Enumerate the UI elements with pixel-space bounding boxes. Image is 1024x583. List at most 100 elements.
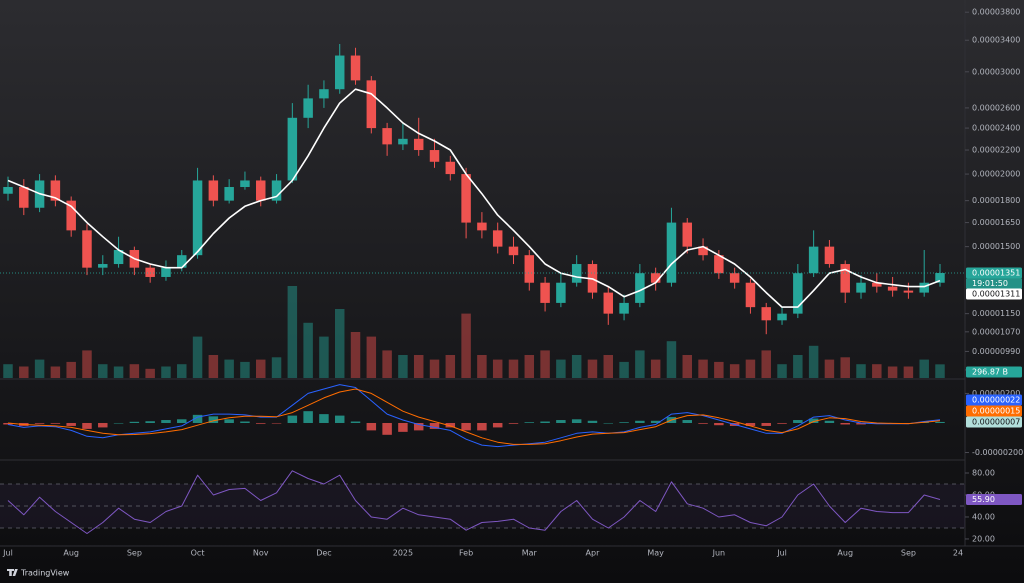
y-tick-label: 0.00002600 [972,103,1020,112]
volume-bar [461,313,471,378]
macd-histogram-bar [682,420,692,423]
volume-bar [729,364,740,378]
volume-bar [429,359,440,378]
candle-body [366,80,377,129]
macd-histogram-bar [177,419,187,423]
macd-histogram-bar [603,422,614,424]
macd-histogram-bar [429,422,440,429]
volume-bar [66,361,76,378]
candle-body [113,250,124,265]
macd-histogram-bar [856,422,866,425]
volume-bar [540,350,550,378]
macd-histogram-bar [271,422,282,424]
x-tick-label: Aug [63,549,79,558]
macd-histogram-bar [571,419,582,423]
x-tick-label: Jun [712,549,726,558]
volume-bar [477,355,487,378]
x-tick-label: Sep [901,549,916,558]
macd-histogram-bar [793,420,803,423]
volume-bar [208,355,219,378]
ma-last-label: 0.00001311 [972,290,1020,299]
volume-bar [240,361,250,378]
volume-bar [524,355,535,378]
macd-signal-last-label: 0.00000015 [972,407,1020,416]
candle-body [161,267,171,277]
volume-bar [508,359,519,378]
macd-histogram-bar [619,422,629,423]
candle-body [82,230,92,268]
macd-histogram-bar [82,422,92,429]
volume-bar [761,350,771,378]
volume-bar [129,364,140,378]
y-tick-label: 0.00003000 [972,67,1020,76]
x-tick-label: Aug [837,549,853,558]
macd-histogram-bar [366,422,377,431]
rsi-last-label-box [966,493,1022,505]
ma-last-label-box [966,288,1022,300]
macd-histogram-bar [714,422,724,426]
moving-average-line [7,88,941,308]
signal-line [7,388,941,445]
volume-bar [192,336,203,378]
volume-bar [571,355,582,378]
y-tick-label: 0.00001070 [972,327,1020,336]
volume-bar [34,359,45,378]
candle-body [856,282,866,293]
macd-histogram-bar [287,415,298,423]
macd-histogram-bar [650,420,661,423]
volume-bar [492,359,503,378]
brand: TradingView [7,569,70,578]
candle-body [808,246,819,274]
volume-bar [714,361,724,378]
candle-body [208,180,219,201]
macd-histogram-bar [192,414,203,423]
candle-body [445,161,456,175]
macd-histogram-bar [224,419,234,423]
volume-bar [872,364,882,378]
candle-body [935,273,945,283]
macd-histogram-bar [240,421,250,423]
volume-bar [777,364,787,378]
candle-body [287,117,298,181]
volume-bar [793,355,803,378]
volume-last-label: 296.87 B [972,368,1008,377]
volume-bar [556,359,566,378]
candle-body [240,180,250,188]
y-tick-label: 0.00002000 [972,170,1020,179]
volume-bar [824,359,835,378]
macd-histogram-bar [477,422,487,431]
rsi-line [7,470,941,534]
volume-bar [224,359,234,378]
volume-bar [808,345,819,378]
macd-histogram-bar [334,415,345,423]
macd-histogram-bar [492,422,503,428]
candle-body [666,222,677,283]
x-tick-label: 2025 [393,549,413,558]
volume-bar [856,364,866,378]
macd-histogram-bar [66,422,76,426]
volume-bar [256,359,266,378]
macd-histogram-bar [698,422,708,424]
candle-body [429,150,440,162]
candle-body [192,180,203,256]
volume-bar [398,355,408,378]
candle-body [650,273,661,283]
candle-body [3,187,13,194]
y-tick-label: -0.00000200 [972,448,1023,457]
volume-bar [650,359,661,378]
volume-bar [145,368,155,378]
volume-bar [287,286,298,378]
macd-histogram-bar [745,422,756,426]
last-price-label: 0.00001351 [972,269,1020,278]
volume-bar [98,364,108,378]
candle-body [413,138,424,151]
volume-bar [587,359,598,378]
macd-histogram-bar [3,422,13,425]
candle-body [98,264,108,268]
x-tick-label: Mar [522,549,538,558]
macd-histogram-bar [808,418,819,423]
volume-bar [382,350,392,378]
candle-body [919,282,929,293]
candle-body [698,246,708,256]
